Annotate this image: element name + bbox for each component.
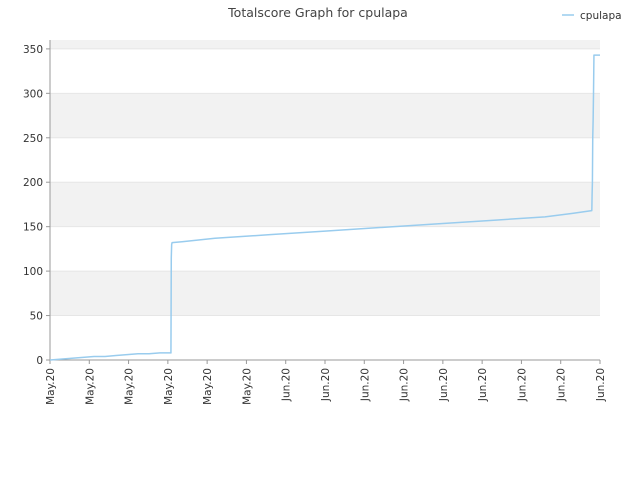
x-tick-label: Jun.20 <box>399 368 411 402</box>
grid-band <box>50 271 600 316</box>
grid-band <box>50 40 600 49</box>
y-axis-ticks: 0 50 100 150 200 250 300 350 <box>23 44 50 367</box>
x-tick-label: Jun.20 <box>320 368 332 402</box>
y-tick-label: 100 <box>23 266 43 278</box>
plot-bands <box>50 40 600 316</box>
y-tick-label: 0 <box>36 355 43 367</box>
x-tick-label: Jun.20 <box>516 368 528 402</box>
x-axis-ticks: May.20 May.20 May.20 May.20 May.20 May.20 Jun.… <box>45 360 607 405</box>
x-tick-label: May.20 <box>45 368 57 405</box>
grid-band <box>50 93 600 138</box>
x-tick-label: Jun.20 <box>281 368 293 402</box>
legend-label: cpulapa <box>580 10 622 22</box>
y-tick-label: 250 <box>23 133 43 145</box>
y-tick-label: 150 <box>23 222 43 234</box>
grid-band <box>50 182 600 227</box>
legend: cpulapa <box>562 10 622 22</box>
y-tick-label: 350 <box>23 44 43 56</box>
series-line-cpulapa <box>49 54 600 361</box>
x-tick-label: May.20 <box>163 368 175 405</box>
y-tick-label: 300 <box>23 88 43 100</box>
x-tick-label: Jun.20 <box>438 368 450 402</box>
x-tick-label: Jun.20 <box>556 368 568 402</box>
x-tick-label: Jun.20 <box>477 368 489 402</box>
y-tick-label: 50 <box>30 311 43 323</box>
x-tick-label: May.20 <box>124 368 136 405</box>
x-tick-label: May.20 <box>241 368 253 405</box>
chart-title: Totalscore Graph for cpulapa <box>227 5 408 20</box>
x-tick-label: May.20 <box>202 368 214 405</box>
series-lines <box>49 54 600 361</box>
grid-lines <box>50 48 600 361</box>
x-tick-label: Jun.20 <box>359 368 371 402</box>
x-tick-label: Jun.20 <box>595 368 607 402</box>
y-tick-label: 200 <box>23 177 43 189</box>
x-tick-label: May.20 <box>84 368 96 405</box>
